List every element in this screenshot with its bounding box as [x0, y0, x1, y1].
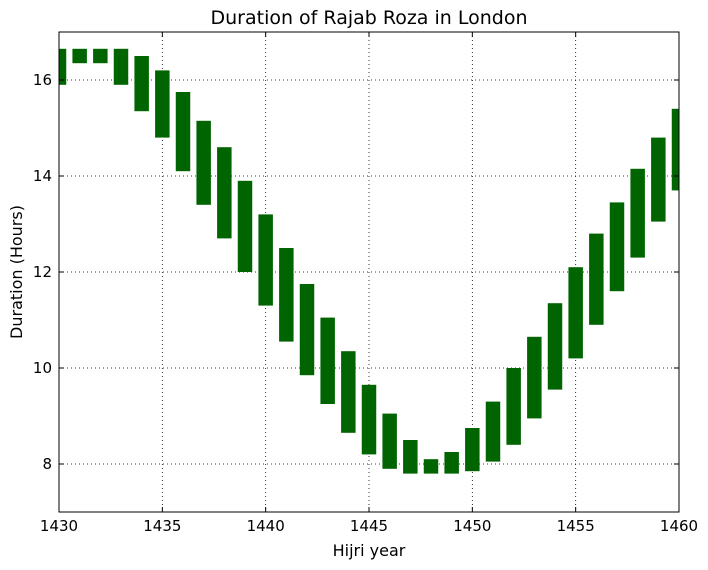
bar-1437 [196, 120, 211, 205]
bar-1446 [382, 413, 397, 469]
bar-1444 [341, 351, 356, 433]
bar-1442 [299, 284, 315, 376]
tick-marks [58, 32, 680, 512]
bar-1456 [589, 233, 604, 325]
bar-1445 [361, 384, 377, 455]
x-axis-label: Hijri year [333, 541, 406, 560]
bar-1441 [279, 248, 294, 342]
bar-1452 [506, 368, 521, 445]
y-axis-label: Duration (Hours) [7, 205, 26, 339]
bar-1448 [423, 459, 439, 474]
x-tick-label: 1430 [40, 517, 78, 535]
x-tick-labels: 1430 1435 1440 1445 1450 1455 1460 [40, 517, 698, 535]
bar-1436 [175, 92, 191, 172]
x-tick-label: 1460 [660, 517, 698, 535]
bar-1458 [630, 168, 645, 258]
bar-series [59, 48, 679, 474]
x-tick-label: 1435 [143, 517, 181, 535]
y-tick-labels: 8 10 12 14 16 [33, 71, 52, 473]
bar-1432 [93, 48, 108, 64]
bar-1454 [547, 303, 563, 390]
x-tick-label: 1440 [247, 517, 285, 535]
x-tick-label: 1455 [557, 517, 595, 535]
bar-1443 [320, 317, 335, 404]
bar-1438 [217, 147, 232, 239]
bar-1457 [609, 202, 625, 292]
bar-1433 [113, 48, 129, 85]
bar-1434 [134, 56, 149, 112]
bar-1447 [403, 440, 418, 474]
bar-1450 [465, 428, 480, 472]
chart-title: Duration of Rajab Roza in London [211, 7, 528, 29]
bar-1430 [59, 48, 67, 85]
y-tick-label: 10 [33, 359, 52, 377]
x-tick-label: 1445 [350, 517, 388, 535]
x-tick-label: 1450 [453, 517, 491, 535]
bar-1455 [568, 267, 583, 359]
bar-1460 [671, 108, 679, 191]
bar-1440 [258, 214, 273, 306]
bar-1431 [72, 48, 87, 64]
y-tick-label: 16 [33, 71, 52, 89]
bar-1459 [651, 137, 666, 222]
bar-1439 [237, 180, 253, 272]
y-tick-label: 8 [42, 455, 52, 473]
bar-1453 [527, 336, 542, 419]
y-tick-label: 14 [33, 167, 52, 185]
bar-1435 [155, 70, 170, 138]
bar-1449 [444, 452, 459, 474]
y-tick-label: 12 [33, 263, 52, 281]
bar-1451 [485, 401, 501, 462]
